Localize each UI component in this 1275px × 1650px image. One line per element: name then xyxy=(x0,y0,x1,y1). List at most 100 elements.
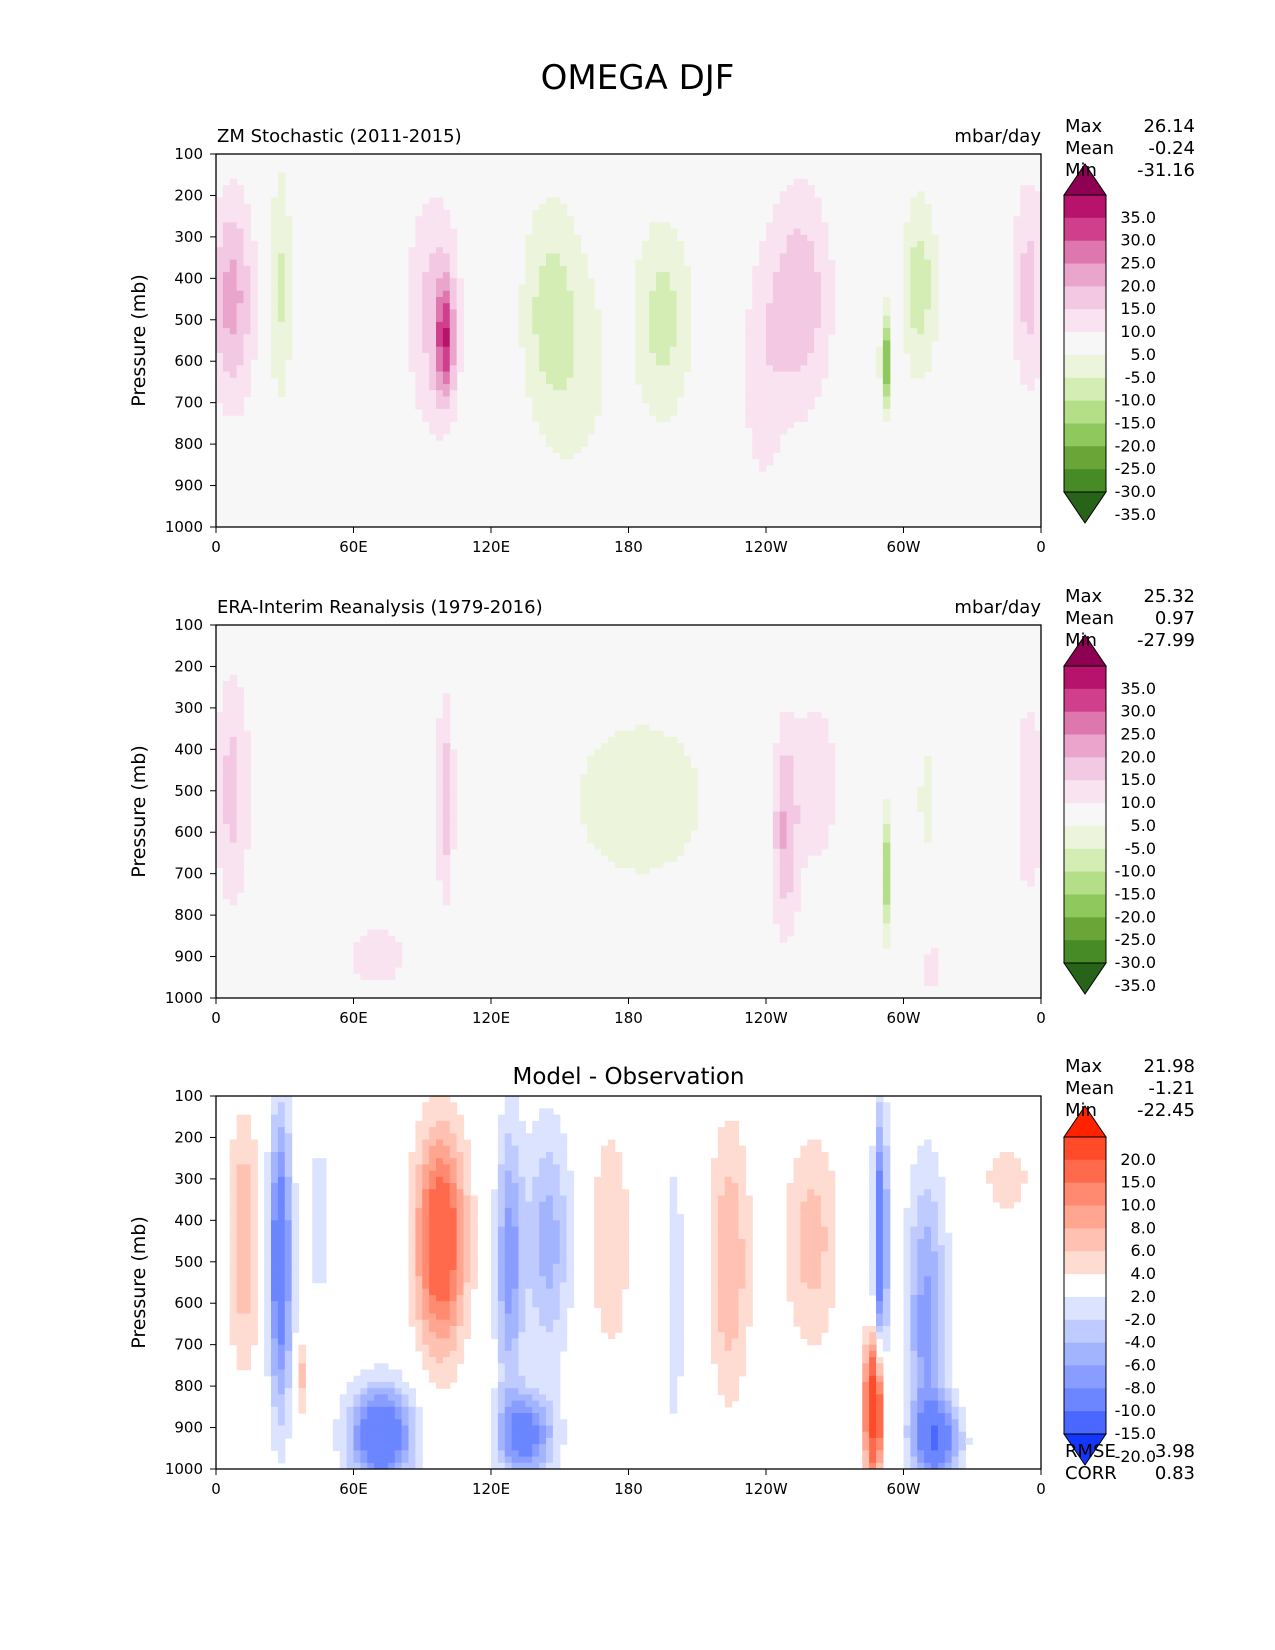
field-cell xyxy=(243,352,251,360)
field-cell xyxy=(463,1270,471,1277)
field-cell xyxy=(1027,730,1035,738)
field-cell xyxy=(807,1189,815,1197)
field-cell xyxy=(786,1214,795,1221)
field-cell xyxy=(436,1344,444,1352)
field-cell xyxy=(573,328,581,335)
field-cell xyxy=(903,290,911,298)
field-cell xyxy=(360,935,368,943)
field-cell xyxy=(429,1170,437,1178)
field-cell xyxy=(511,1313,520,1321)
field-cell xyxy=(594,346,602,354)
field-cell xyxy=(814,284,822,292)
field-cell xyxy=(800,1176,808,1184)
field-cell xyxy=(580,371,588,379)
field-cell xyxy=(408,259,416,267)
field-cell xyxy=(786,1183,795,1190)
field-cell xyxy=(236,736,245,744)
field-cell xyxy=(882,1263,891,1271)
field-cell xyxy=(429,1102,437,1110)
field-cell xyxy=(662,792,671,800)
field-cell xyxy=(676,811,685,819)
field-cell xyxy=(284,340,293,348)
field-cell xyxy=(236,1294,245,1302)
field-cell xyxy=(766,340,774,348)
field-cell xyxy=(277,272,286,279)
field-cell xyxy=(669,303,678,311)
field-cell xyxy=(429,216,437,223)
field-cell xyxy=(917,1238,925,1246)
field-cell xyxy=(937,1344,946,1352)
field-cell xyxy=(1027,799,1035,806)
field-cell xyxy=(429,1319,437,1327)
field-cell xyxy=(738,1145,746,1153)
field-cell xyxy=(635,371,643,379)
field-cell xyxy=(539,415,547,422)
field-cell xyxy=(229,328,238,335)
field-cell xyxy=(924,247,932,255)
field-cell xyxy=(429,247,437,255)
field-cell xyxy=(772,811,781,819)
field-cell xyxy=(525,1251,533,1259)
field-cell xyxy=(876,1263,884,1271)
field-cell xyxy=(243,1133,251,1141)
field-cell xyxy=(669,792,678,800)
field-cell xyxy=(827,296,836,304)
field-cell xyxy=(222,191,231,199)
field-cell xyxy=(759,402,767,410)
field-cell xyxy=(642,272,650,279)
field-cell xyxy=(992,1158,1001,1165)
field-cell xyxy=(676,1282,685,1290)
field-cell xyxy=(525,284,533,292)
field-cell xyxy=(924,321,932,329)
field-cell xyxy=(229,1332,238,1340)
field-cell xyxy=(745,365,753,373)
field-cell xyxy=(676,1232,685,1240)
field-cell xyxy=(917,1338,925,1346)
field-cell xyxy=(793,755,801,763)
field-cell xyxy=(827,309,836,317)
field-cell xyxy=(917,284,925,292)
field-cell xyxy=(429,421,437,429)
y-tick-label: 400 xyxy=(174,740,203,758)
field-cell xyxy=(243,1263,251,1271)
field-cell xyxy=(525,1226,533,1234)
field-cell xyxy=(814,222,822,230)
field-cell xyxy=(807,228,815,236)
field-cell xyxy=(827,786,836,794)
field-cell xyxy=(236,1158,245,1165)
field-cell xyxy=(456,1270,465,1277)
field-cell xyxy=(504,1201,513,1209)
field-cell xyxy=(917,1270,925,1277)
field-cell xyxy=(497,1270,506,1277)
field-cell xyxy=(924,1245,932,1253)
field-cell xyxy=(566,1257,575,1265)
field-cell xyxy=(422,247,430,255)
field-cell xyxy=(635,303,643,311)
field-cell xyxy=(669,811,678,819)
field-cell xyxy=(291,1276,300,1284)
field-cell xyxy=(676,296,685,304)
field-cell xyxy=(786,730,795,738)
field-cell xyxy=(656,755,664,763)
field-cell xyxy=(827,774,836,782)
field-cell xyxy=(243,1114,251,1122)
colorbar-segment xyxy=(1064,894,1106,918)
field-cell xyxy=(236,1114,245,1122)
field-cell xyxy=(319,1220,327,1228)
field-cell xyxy=(924,1201,932,1209)
field-cell xyxy=(216,830,224,837)
field-cell xyxy=(807,296,815,304)
field-cell xyxy=(1020,792,1028,800)
field-cell xyxy=(449,1313,458,1321)
field-cell xyxy=(800,743,808,750)
field-cell xyxy=(800,408,808,416)
field-cell xyxy=(1034,365,1041,373)
field-cell xyxy=(779,371,788,379)
field-cell xyxy=(243,1201,251,1209)
field-cell xyxy=(580,805,588,813)
field-cell xyxy=(429,1313,437,1321)
field-cell xyxy=(491,1251,499,1259)
field-cell xyxy=(449,1332,458,1340)
field-cell xyxy=(931,1344,939,1352)
field-cell xyxy=(236,384,245,391)
